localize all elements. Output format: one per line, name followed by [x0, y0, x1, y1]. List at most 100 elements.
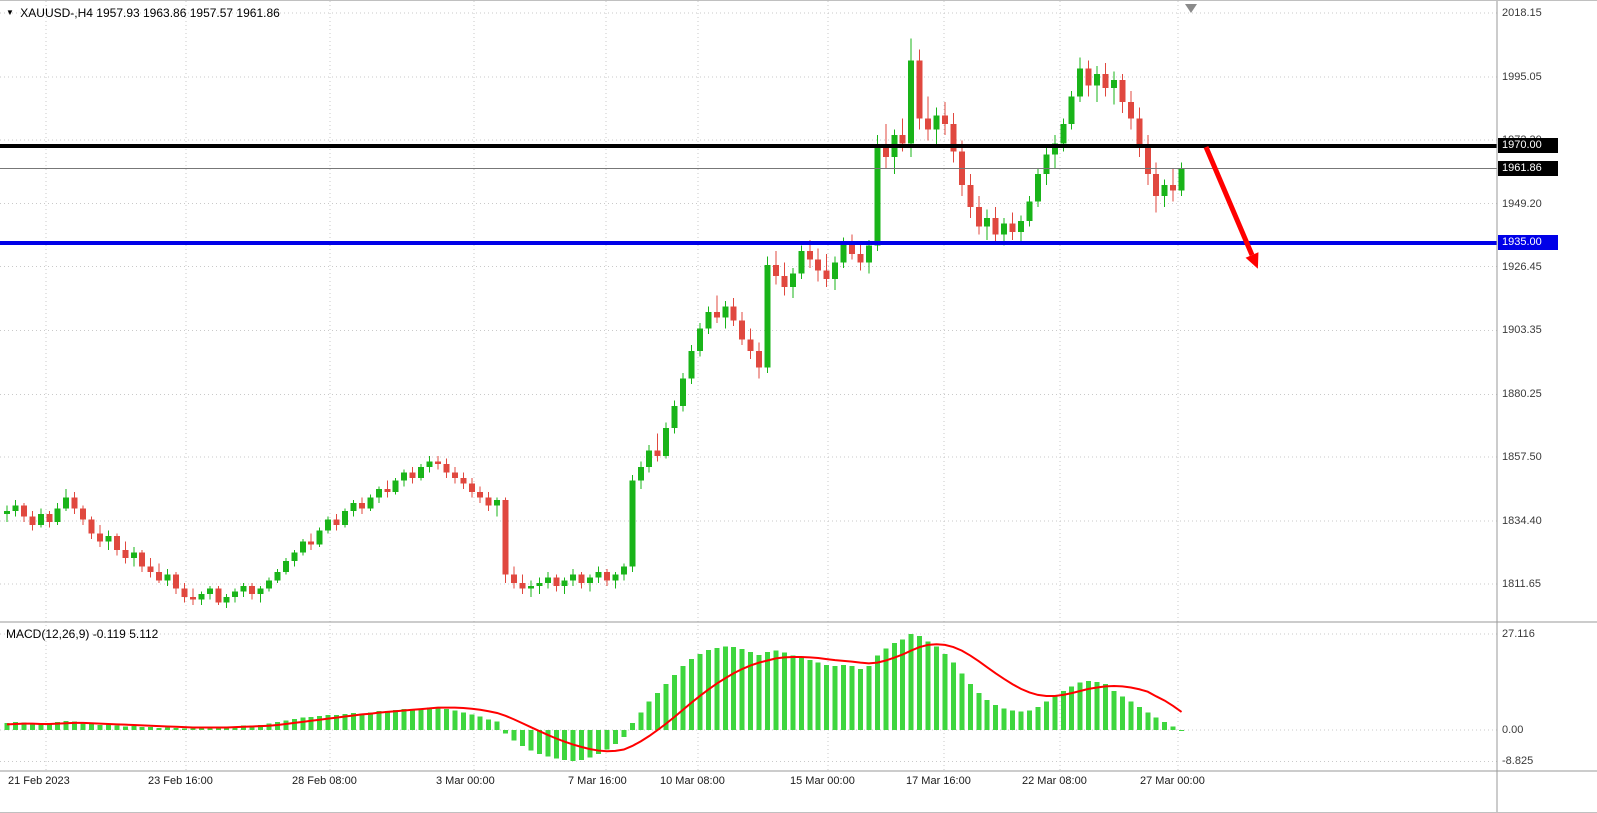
macd-histogram-bar: [401, 709, 407, 730]
macd-histogram-bar: [1162, 722, 1168, 730]
candle-body: [637, 466, 644, 481]
macd-histogram-bar: [1077, 682, 1083, 730]
macd-histogram-bar: [1010, 710, 1016, 730]
trend-arrow-head[interactable]: [1245, 252, 1259, 269]
macd-histogram-bar: [587, 730, 593, 758]
macd-histogram-bar: [883, 648, 889, 730]
macd-histogram-bar: [190, 728, 196, 730]
candle-body: [857, 253, 864, 263]
macd-histogram-bar: [427, 707, 432, 730]
candle-body: [781, 276, 788, 288]
macd-histogram-bar: [198, 727, 204, 730]
macd-histogram-bar: [934, 646, 939, 730]
candle-body: [223, 596, 230, 603]
chart-shift-marker-icon[interactable]: [1185, 4, 1197, 13]
macd-histogram-bar: [950, 662, 956, 730]
candle-body: [29, 516, 36, 525]
macd-histogram-bar: [418, 708, 424, 730]
macd-histogram-bar: [917, 636, 923, 730]
macd-histogram-bar: [866, 666, 872, 730]
macd-histogram-bar: [579, 730, 585, 760]
candle-body: [806, 251, 813, 260]
macd-histogram-bar: [21, 722, 27, 730]
macd-histogram-bar: [224, 727, 230, 730]
macd-histogram-bar: [697, 653, 703, 730]
macd-histogram-bar: [908, 633, 914, 730]
chart-ohlc-info: ▼ XAUUSD-,H4 1957.93 1963.86 1957.57 196…: [6, 6, 280, 20]
macd-histogram-bar: [308, 717, 314, 730]
candle-body: [409, 472, 416, 478]
candle-body: [299, 541, 306, 553]
macd-histogram-bar: [249, 725, 255, 730]
candle-body: [1009, 223, 1016, 232]
macd-histogram-bar: [4, 722, 10, 730]
candle-body: [874, 146, 881, 246]
candle-body: [1144, 146, 1151, 174]
candle-body: [933, 115, 940, 130]
macd-histogram-bar: [443, 709, 449, 730]
macd-histogram-bar: [849, 666, 855, 730]
macd-histogram-bar: [12, 721, 18, 730]
candle-body: [587, 577, 594, 584]
candle-body: [908, 60, 915, 144]
candle-body: [544, 577, 551, 584]
candle-body: [308, 541, 315, 545]
macd-histogram-bar: [393, 710, 399, 730]
candle-body: [705, 312, 712, 329]
candle-body: [578, 574, 585, 584]
candle-body: [612, 574, 619, 581]
candle-body: [832, 262, 839, 279]
macd-histogram-bar: [824, 664, 830, 730]
macd-histogram-bar: [55, 722, 61, 730]
macd-histogram-bar: [570, 730, 576, 762]
macd-histogram-bar: [1179, 730, 1185, 731]
macd-histogram-bar: [621, 730, 627, 738]
candle-body: [468, 483, 475, 492]
candle-body: [1051, 143, 1058, 155]
trend-arrow[interactable]: [1203, 146, 1255, 256]
candle-body: [1077, 68, 1084, 97]
candle-body: [1178, 168, 1185, 191]
macd-histogram-bar: [807, 659, 813, 730]
candle-body: [1127, 101, 1134, 119]
candle-body: [1034, 173, 1041, 202]
macd-histogram-bar: [165, 727, 171, 730]
macd-histogram-bar: [984, 699, 990, 730]
candle-body: [1110, 79, 1117, 89]
candle-body: [654, 450, 661, 456]
candle-body: [527, 585, 534, 589]
macd-histogram-bar: [553, 730, 559, 759]
macd-histogram-bar: [1145, 712, 1151, 730]
macd-histogram-bar: [841, 664, 847, 730]
candle-body: [561, 580, 568, 586]
macd-histogram-bar: [359, 713, 365, 730]
macd-histogram-bar: [122, 726, 128, 730]
macd-histogram-bar: [105, 724, 111, 730]
candle-body: [249, 585, 256, 595]
macd-histogram-bar: [494, 721, 500, 730]
candle-body: [1094, 74, 1101, 86]
candle-body: [663, 428, 670, 456]
candle-body: [916, 60, 923, 119]
macd-histogram-bar: [63, 720, 69, 730]
macd-histogram-bar: [139, 726, 145, 730]
macd-histogram-bar: [114, 725, 120, 730]
candle-body: [358, 502, 365, 509]
macd-histogram-bar: [1136, 706, 1142, 730]
candle-body: [849, 242, 855, 254]
candle-body: [570, 574, 577, 581]
macd-histogram-bar: [1026, 710, 1032, 730]
macd-histogram-bar: [1001, 708, 1007, 730]
candle-body: [164, 574, 171, 581]
candle-body: [688, 350, 695, 379]
candle-body: [282, 560, 289, 572]
macd-histogram-bar: [1043, 701, 1049, 730]
macd-histogram-bar: [714, 647, 720, 730]
candle-body: [443, 464, 450, 473]
candle-body: [1043, 154, 1050, 174]
macd-histogram-bar: [72, 721, 78, 730]
symbol-timeframe: XAUUSD-,H4: [20, 6, 93, 20]
macd-histogram-bar: [452, 710, 458, 730]
macd-histogram-bar: [748, 652, 754, 730]
